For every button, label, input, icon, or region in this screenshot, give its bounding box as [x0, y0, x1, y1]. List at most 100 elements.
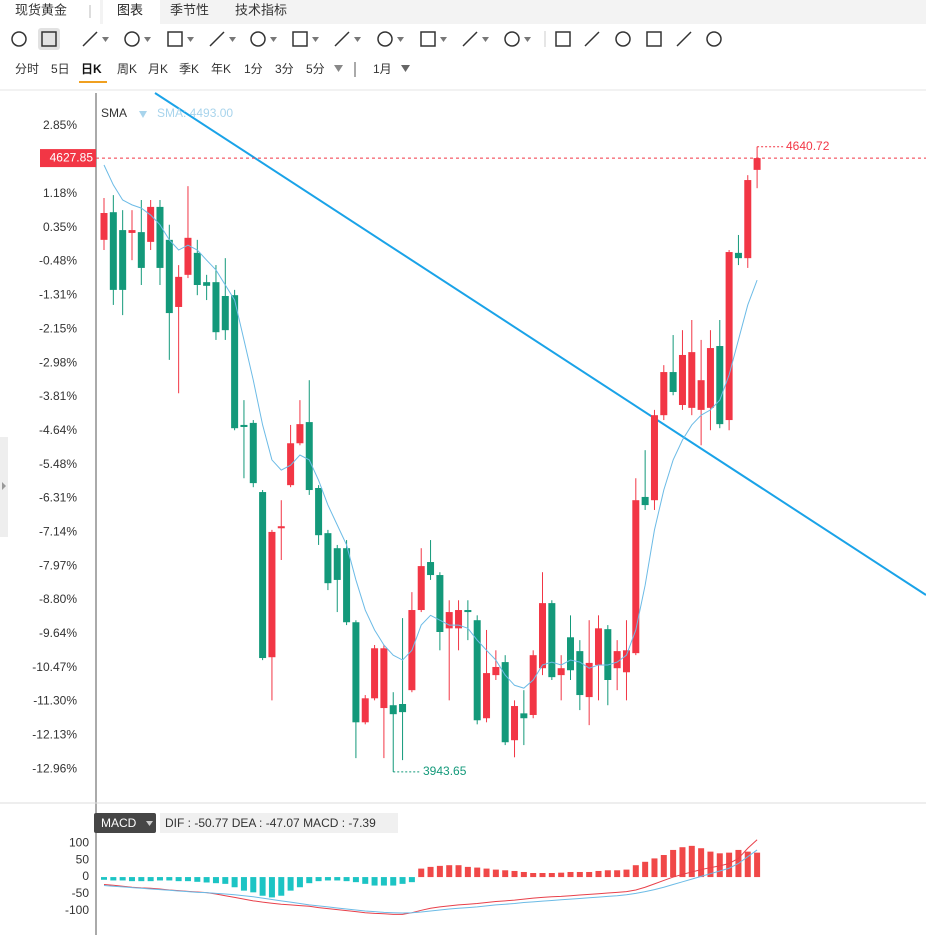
icon-glyph	[646, 31, 662, 47]
toolbar-icon[interactable]	[504, 31, 520, 47]
macd-bar	[754, 852, 761, 878]
macd-bar	[306, 877, 313, 884]
period-button[interactable]: 分时	[15, 62, 39, 76]
dropdown-arrow	[354, 37, 361, 42]
candle-body	[333, 548, 341, 580]
toolbar-icon[interactable]	[82, 31, 98, 47]
toolbar-icon[interactable]	[646, 31, 662, 47]
macd-legend-bg[interactable]	[94, 813, 156, 833]
candle-body	[147, 206, 155, 242]
sma-line	[103, 164, 758, 689]
candle-body	[753, 158, 761, 170]
toolbar-icon[interactable]	[420, 31, 436, 47]
toolbar-icon[interactable]	[209, 31, 225, 47]
candle-body	[240, 424, 248, 427]
period-button[interactable]: 1分	[244, 62, 263, 76]
period-button[interactable]: 1月	[373, 62, 392, 76]
price-tag-label: 4627.85	[50, 150, 94, 164]
toolbar-icon[interactable]	[124, 31, 140, 47]
dropdown-arrow	[334, 65, 343, 72]
macd-bar	[539, 873, 546, 878]
period-button[interactable]: 日K	[81, 62, 102, 76]
candle-body	[184, 237, 192, 275]
toolbar-icon[interactable]	[584, 31, 600, 47]
macd-bar	[474, 867, 481, 878]
period-button[interactable]: 月K	[148, 62, 168, 76]
toolbar-icon[interactable]	[334, 31, 350, 47]
period-button[interactable]: 季K	[179, 62, 199, 76]
tab[interactable]: 图表	[117, 2, 143, 17]
macd-bar	[418, 868, 425, 878]
toolbar-icon[interactable]	[11, 31, 27, 47]
period-button[interactable]: 周K	[117, 62, 137, 76]
macd-bar	[455, 865, 462, 878]
macd-bar	[222, 877, 229, 884]
candle-body	[716, 346, 724, 425]
dropdown-arrow	[146, 821, 153, 826]
macd-bar	[175, 877, 182, 882]
trend-line[interactable]	[154, 92, 926, 596]
toolbar-icon[interactable]	[676, 31, 692, 47]
macd-bar	[623, 869, 630, 878]
toolbar-icon[interactable]	[41, 31, 57, 47]
candle-body	[492, 666, 500, 676]
toolbar-icon[interactable]	[250, 31, 266, 47]
icon-glyph	[292, 31, 308, 47]
candle-body	[399, 703, 407, 713]
candle-body	[352, 622, 360, 723]
macd-bar	[166, 877, 173, 881]
tab[interactable]: 技术指标	[235, 2, 287, 17]
period-button[interactable]: 年K	[211, 62, 231, 76]
macd-bar	[576, 871, 583, 878]
candle-body	[137, 232, 145, 268]
icon-glyph	[334, 31, 350, 47]
candle-body	[548, 603, 556, 678]
candle-body	[389, 705, 397, 715]
period-button[interactable]: 3分	[275, 62, 294, 76]
toolbar-icon[interactable]	[462, 31, 478, 47]
period-button[interactable]: 5日	[51, 62, 70, 76]
y-tick-label: -7.97%	[39, 558, 77, 572]
toolbar-icon[interactable]	[377, 31, 393, 47]
toolbar-icon[interactable]	[167, 31, 183, 47]
dropdown-arrow	[401, 65, 410, 72]
macd-readout: DIF : -50.77 DEA : -47.07 MACD : -7.39	[165, 816, 376, 830]
macd-bar	[315, 877, 322, 882]
candle-body	[436, 575, 444, 632]
y-tick-label: 1.18%	[43, 186, 77, 200]
candle-body	[697, 380, 705, 410]
candle-body	[576, 651, 584, 696]
period-button[interactable]: 5分	[306, 62, 325, 76]
dropdown-arrow	[482, 37, 489, 42]
macd-bar	[716, 853, 723, 878]
icon-glyph	[462, 31, 478, 47]
icon-glyph	[250, 31, 266, 47]
macd-bar	[259, 877, 266, 896]
macd-bar	[698, 848, 705, 878]
toolbar-icon[interactable]	[292, 31, 308, 47]
active-tab-bg	[103, 0, 160, 24]
toolbar-icon[interactable]	[615, 31, 631, 47]
dropdown-arrow	[187, 37, 194, 42]
macd-bar	[296, 877, 303, 888]
macd-bar	[427, 866, 434, 878]
candle-body	[109, 212, 117, 290]
macd-bar	[371, 877, 378, 886]
y-tick-label: -12.13%	[32, 727, 77, 741]
macd-bar	[240, 877, 247, 891]
icon-glyph	[377, 31, 393, 47]
sma-legend: SMA	[101, 106, 127, 120]
toolbar-icon[interactable]	[706, 31, 722, 47]
macd-bar	[343, 877, 350, 882]
macd-bar	[184, 877, 191, 882]
candle-body	[175, 276, 183, 307]
macd-line	[103, 849, 758, 914]
tab[interactable]: 季节性	[170, 2, 209, 17]
candle-body	[660, 372, 668, 416]
tab[interactable]: 现货黄金	[15, 2, 67, 17]
toolbar-icon[interactable]	[555, 31, 571, 47]
macd-legend: MACD	[101, 816, 137, 830]
macd-bar	[567, 871, 574, 878]
candle-body	[128, 230, 136, 233]
